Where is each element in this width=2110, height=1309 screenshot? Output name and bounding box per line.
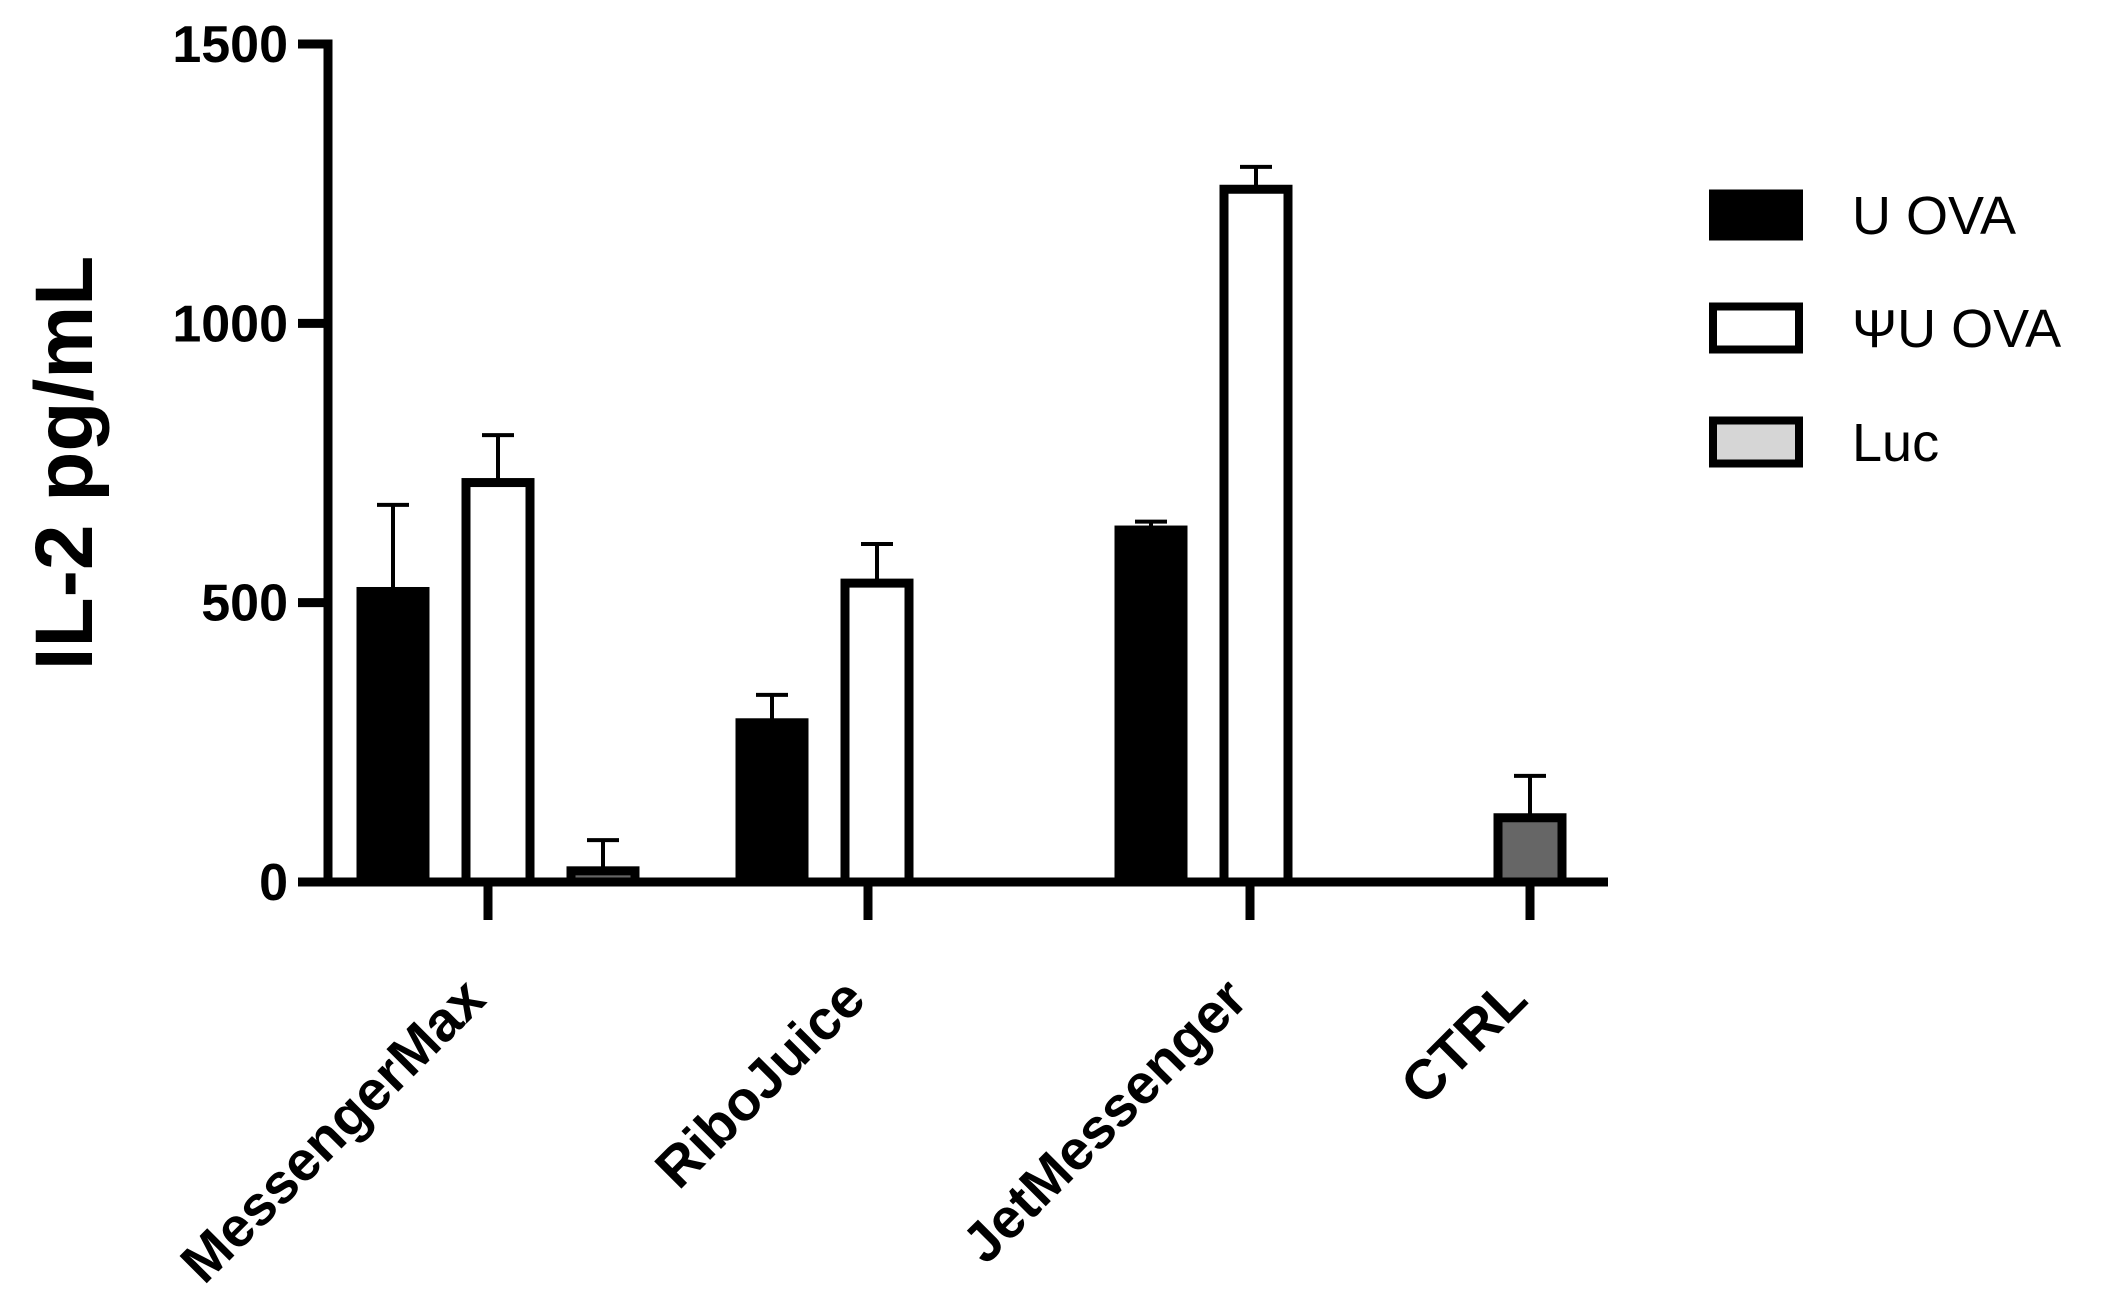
bar-0-2 [566,866,640,887]
bar-2-1 [1219,184,1293,887]
category-label: RiboJuice [643,966,877,1200]
y-tick-label: 0 [259,854,288,912]
category-label: JetMessenger [950,966,1259,1275]
error-bars [377,164,1546,871]
legend-swatch [1709,189,1803,241]
bar-0-0 [356,586,430,887]
axes: 0 500 1000 1500 IL-2 pg/mL [19,16,1608,920]
legend: U OVA ΨU OVA Luc [1709,186,2061,473]
bar-0-1 [461,478,535,887]
bar-2-0 [1114,525,1188,887]
bar-3-2 [1493,813,1567,887]
legend-label: ΨU OVA [1852,299,2061,359]
bars [356,184,1567,887]
legend-label: Luc [1852,413,1939,473]
legend-swatch [1709,416,1803,468]
bar-1-0 [735,718,809,887]
y-tick-label: 1500 [172,16,288,74]
category-label: MessengerMax [168,966,496,1294]
legend-label: U OVA [1852,186,2016,246]
y-axis-title: IL-2 pg/mL [19,256,110,671]
labels: MessengerMax RiboJuice JetMessenger CTRL [168,966,1538,1294]
y-tick-label: 1000 [172,295,288,353]
bar-1-1 [840,578,914,887]
category-label: CTRL [1388,966,1538,1116]
legend-swatch [1709,302,1803,354]
y-tick-label: 500 [201,575,288,633]
